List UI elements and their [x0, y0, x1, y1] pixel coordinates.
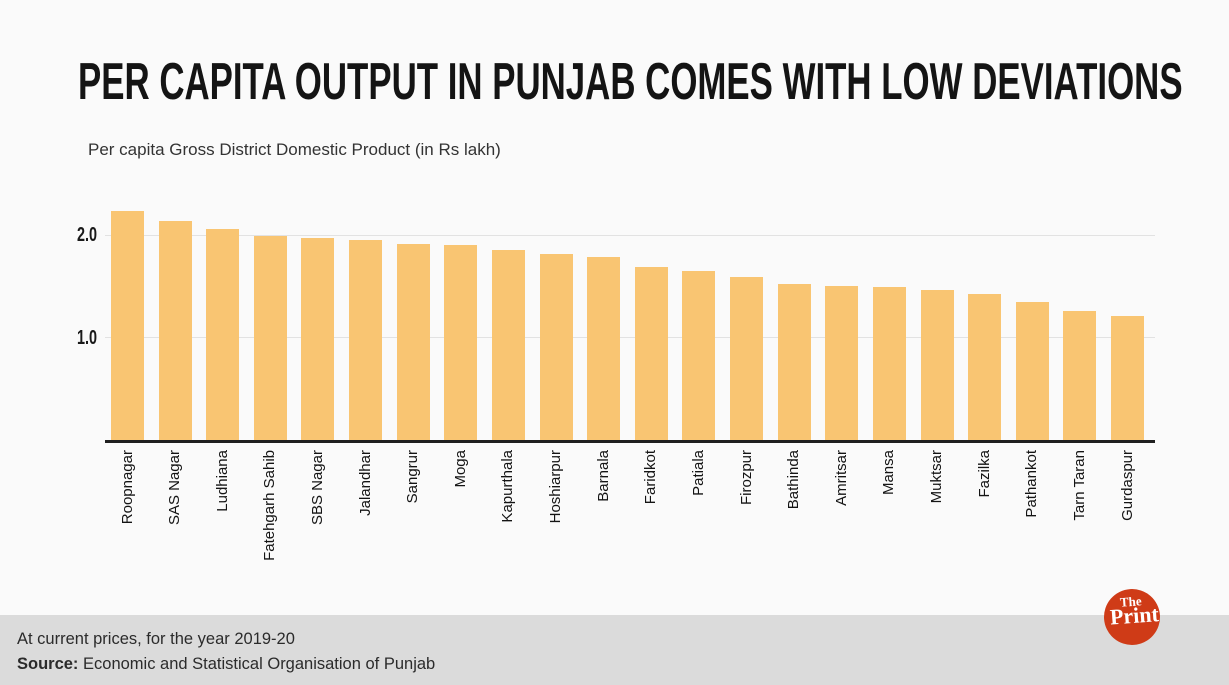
bar-patiala: [682, 270, 716, 440]
x-axis-label: Gurdaspur: [1118, 450, 1136, 521]
x-axis-line: [105, 440, 1155, 443]
x-axis-label: Firozpur: [737, 450, 755, 506]
chart-subtitle: Per capita Gross District Domestic Produ…: [88, 140, 501, 159]
x-axis-label: Amritsar: [832, 450, 850, 506]
bar-kapurthala: [491, 250, 525, 440]
bar-muktsar: [920, 290, 954, 440]
x-axis-label: SBS Nagar: [308, 450, 326, 526]
bar-firozpur: [730, 277, 764, 440]
bar-ludhiana: [206, 228, 240, 440]
bar-roopnagar: [111, 211, 144, 440]
footer-source-label: Source:: [17, 655, 79, 673]
theprint-logo-print: Print: [1109, 601, 1160, 630]
x-axis-label: Bathinda: [785, 450, 803, 510]
x-axis-label: Fatehgarh Sahib: [261, 450, 279, 561]
footer: At current prices, for the year 2019-20 …: [0, 615, 1229, 685]
bar-gurdaspur: [1111, 315, 1145, 440]
bar-mansa: [872, 287, 906, 440]
x-axis-label: Roopnagar: [118, 450, 136, 525]
footer-source-text: Economic and Statistical Organisation of…: [78, 655, 436, 673]
y-axis-tick-label: 1.0: [76, 326, 97, 349]
bar-fatehgarh-sahib: [253, 236, 287, 440]
x-axis-label: SAS Nagar: [166, 450, 184, 526]
x-axis-label: Tarn Taran: [1070, 450, 1088, 521]
bar-sangrur: [396, 244, 430, 440]
bar-faridkot: [634, 266, 668, 440]
x-axis-label: Mansa: [880, 450, 898, 496]
bar-sas-nagar: [158, 220, 192, 440]
bar-jalandhar: [349, 240, 383, 440]
chart-title: PER CAPITA OUTPUT IN PUNJAB COMES WITH L…: [78, 53, 1183, 111]
bar-fazilka: [968, 294, 1002, 440]
bar-bathinda: [777, 284, 811, 440]
x-axis-label: Muktsar: [928, 450, 946, 504]
bar-moga: [444, 245, 478, 440]
bar-tarn-taran: [1063, 310, 1097, 440]
y-axis-tick-label: 2.0: [76, 224, 97, 246]
gridline: [105, 337, 1155, 338]
x-axis-label: Jalandhar: [356, 450, 374, 516]
bar-pathankot: [1015, 301, 1049, 440]
bar-hoshiarpur: [539, 254, 573, 440]
x-axis-label: Patiala: [689, 450, 707, 496]
x-axis-label: Moga: [451, 450, 469, 488]
x-axis-label: Barnala: [594, 450, 612, 502]
gridline: [105, 234, 1155, 236]
x-axis-label: Pathankot: [1023, 450, 1041, 518]
footer-note: At current prices, for the year 2019-20: [17, 630, 295, 648]
bar-amritsar: [825, 286, 859, 440]
x-axis-label: Sangrur: [404, 450, 422, 504]
x-axis-label: Hoshiarpur: [547, 450, 565, 524]
bar-barnala: [587, 256, 621, 440]
footer-source: Source: Economic and Statistical Organis…: [17, 652, 1229, 677]
bar-sbs-nagar: [301, 238, 335, 440]
x-axis-label: Kapurthala: [499, 450, 517, 523]
x-axis-label: Faridkot: [642, 450, 660, 505]
x-axis-label: Fazilka: [975, 450, 993, 498]
x-axis-label: Ludhiana: [213, 450, 231, 512]
